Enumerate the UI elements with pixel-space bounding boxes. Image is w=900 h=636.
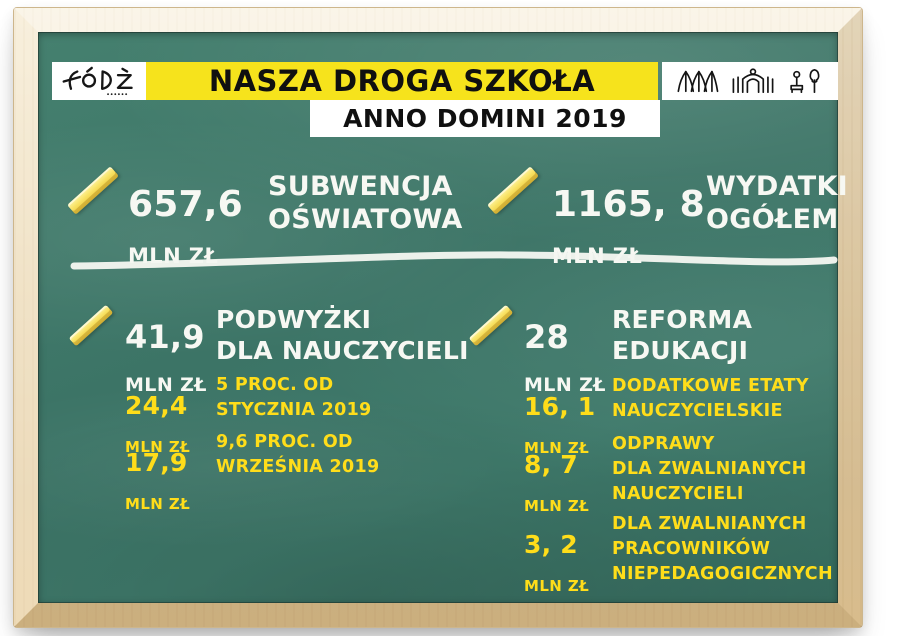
item-label: 9,6 PROC. OD WRZEŚNIA 2019 <box>216 432 380 477</box>
item-label: ODPRAWY DLA ZWALNIANYCH NAUCZYCIELI <box>612 434 807 504</box>
stat-unit: MLN ZŁ <box>524 373 606 396</box>
stat-unit: MLN ZŁ <box>125 373 207 396</box>
stat-value: 17,9 <box>125 448 188 477</box>
stat-unit: MLN ZŁ <box>125 494 191 513</box>
lodz-logo <box>52 62 146 100</box>
page-subtitle: ANNO DOMINI 2019 <box>343 104 627 133</box>
item-label: 5 PROC. OD STYCZNIA 2019 <box>216 375 372 420</box>
stat-value: 657,6 <box>128 184 243 225</box>
stat-value: 8, 7 <box>524 450 578 479</box>
item-value: 17,9 MLN ZŁ <box>125 431 190 531</box>
subtitle-banner: ANNO DOMINI 2019 <box>310 100 660 137</box>
section-podwyzki-label: PODWYŻKI DLA NAUCZYCIELI <box>216 305 469 366</box>
lodz-logo-icon <box>62 66 133 95</box>
title-banner: NASZA DROGA SZKOŁA <box>146 62 658 100</box>
chalk-icon <box>67 166 119 215</box>
chalk-icon <box>487 166 539 215</box>
stat-value: 16, 1 <box>524 392 596 421</box>
total-wydatki-label: WYDATKI OGÓŁEM <box>706 171 849 235</box>
item-value: 3, 2 MLN ZŁ <box>524 513 589 613</box>
item-label: DODATKOWE ETATY NAUCZYCIELSKIE <box>612 376 809 421</box>
section-reforma-label: REFORMA EDUKACJI <box>612 305 753 366</box>
stat-unit: MLN ZŁ <box>524 576 590 595</box>
section-podwyzki-value: 41,9 MLN ZŁ <box>125 302 207 415</box>
page-title: NASZA DROGA SZKOŁA <box>208 64 596 98</box>
stat-unit: MLN ZŁ <box>524 438 590 457</box>
park-icon <box>789 68 819 94</box>
item-value: 16, 1 MLN ZŁ <box>524 375 595 475</box>
stat-value: 24,4 <box>125 391 188 420</box>
landmark-icons-bar <box>662 62 838 100</box>
stat-value: 3, 2 <box>524 530 578 559</box>
total-subwencja-label: SUBWENCJA OŚWIATOWA <box>268 171 463 235</box>
chalk-divider-line <box>70 251 838 270</box>
gate-icon <box>732 68 774 94</box>
stat-value: 1165, 8 <box>552 184 705 225</box>
item-value: 24,4 MLN ZŁ <box>125 374 190 474</box>
stat-value: 41,9 <box>125 318 205 356</box>
chalk-icon <box>68 304 114 347</box>
item-label: DLA ZWALNIANYCH PRACOWNIKÓW NIEPEDAGOGIC… <box>612 514 833 584</box>
chalkboard: NASZA DROGA SZKOŁA <box>38 32 848 603</box>
viaduct-icon <box>676 70 718 93</box>
item-value: 8, 7 MLN ZŁ <box>524 433 589 533</box>
stat-value: 28 <box>524 318 569 356</box>
section-reforma-value: 28 MLN ZŁ <box>524 302 606 415</box>
stat-unit: MLN ZŁ <box>125 437 191 456</box>
chalk-icon <box>468 304 514 347</box>
stat-unit: MLN ZŁ <box>524 496 590 515</box>
chalkboard-frame: NASZA DROGA SZKOŁA <box>14 8 862 627</box>
